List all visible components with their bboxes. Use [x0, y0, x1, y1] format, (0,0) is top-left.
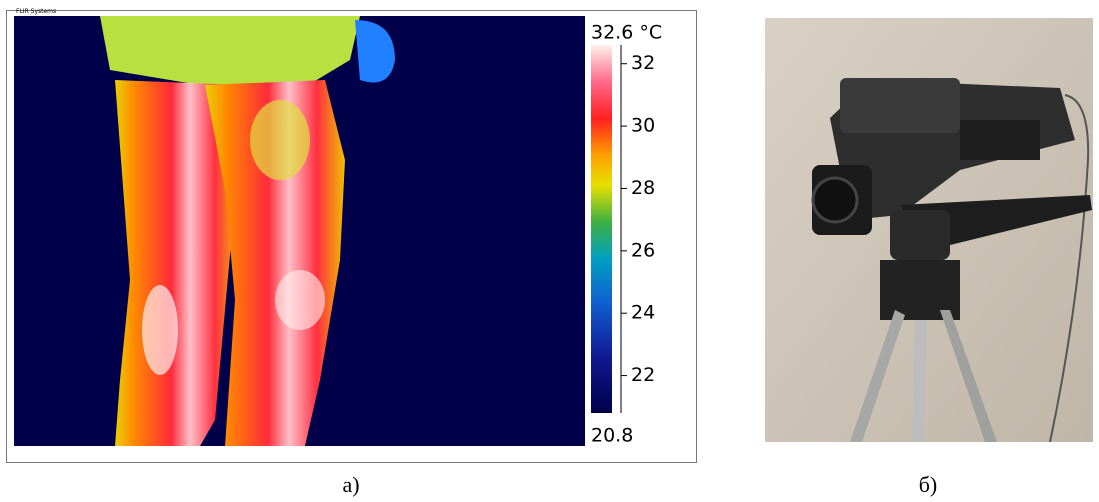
tick-label: 24 — [631, 302, 655, 324]
caption: а) — [342, 472, 359, 497]
scale-max-label: 32.6 °C — [591, 22, 662, 44]
scale-min-label: 20.8 — [591, 425, 633, 447]
tick-label: 22 — [631, 364, 655, 386]
watermark: FLIR Systems — [16, 8, 56, 15]
colorbar — [591, 45, 612, 413]
panel-frame — [6, 10, 697, 463]
tick-label: 26 — [631, 239, 655, 261]
caption: б) — [919, 472, 938, 497]
tick-label: 30 — [631, 115, 655, 137]
tick-label: 28 — [631, 177, 655, 199]
tick-label: 32 — [631, 52, 655, 74]
camera-photo — [765, 18, 1093, 443]
thermal-image — [14, 16, 585, 446]
